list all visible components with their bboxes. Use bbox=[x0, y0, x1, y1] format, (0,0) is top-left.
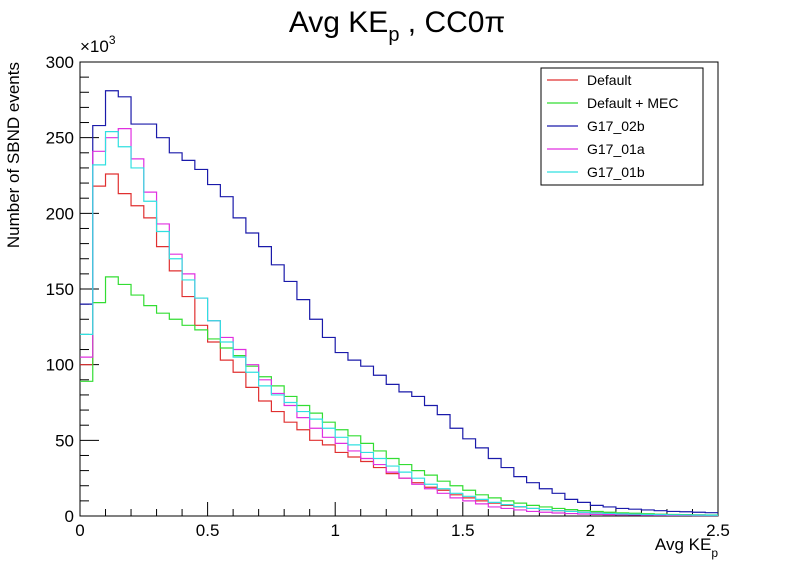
y-tick-label: 100 bbox=[46, 356, 74, 375]
y-axis: 0 50 100 150 200 250 300 bbox=[46, 53, 99, 526]
series-line-g17-01b bbox=[80, 131, 718, 516]
title-suffix: , CC0π bbox=[399, 6, 505, 39]
x-tick-label: 1 bbox=[330, 521, 339, 540]
x-tick-label: 2.5 bbox=[706, 521, 730, 540]
series-line-default-mec bbox=[80, 276, 718, 516]
legend-label-g17-01a: G17_01a bbox=[587, 141, 645, 157]
y-tick-label: 50 bbox=[55, 431, 74, 450]
y-multiplier-base: ×10 bbox=[80, 37, 109, 56]
y-multiplier-exponent: 3 bbox=[109, 33, 116, 47]
y-tick-label: 0 bbox=[65, 507, 74, 526]
x-axis-title-subscript: p bbox=[711, 546, 718, 560]
y-tick-label: 200 bbox=[46, 204, 74, 223]
legend-label-g17-02b: G17_02b bbox=[587, 118, 645, 134]
x-tick-label: 2 bbox=[586, 521, 595, 540]
y-tick-label: 300 bbox=[46, 53, 74, 72]
y-tick-label: 250 bbox=[46, 129, 74, 148]
title-subscript: p bbox=[388, 24, 399, 46]
chart-title: Avg KEp , CC0π bbox=[289, 6, 505, 46]
x-tick-label: 1.5 bbox=[451, 521, 475, 540]
legend-label-default-mec: Default + MEC bbox=[587, 95, 678, 111]
y-tick-label: 150 bbox=[46, 280, 74, 299]
legend-entries: Default Default + MEC G17_02b G17_01a G17_01… bbox=[547, 72, 678, 180]
legend: Default Default + MEC G17_02b G17_01a G17_01… bbox=[540, 67, 704, 186]
x-tick-label: 0 bbox=[75, 521, 84, 540]
y-axis-title: Number of SBND events bbox=[4, 62, 23, 248]
series-line-g17-01a bbox=[80, 127, 718, 517]
legend-label-default: Default bbox=[587, 72, 631, 88]
legend-label-g17-01b: G17_01b bbox=[587, 164, 645, 180]
x-axis-title-main: Avg KE bbox=[655, 535, 711, 554]
title-main: Avg KE bbox=[289, 6, 389, 39]
series-line-g17-02b bbox=[80, 90, 718, 514]
y-multiplier-label: ×103 bbox=[80, 33, 116, 56]
x-axis-title: Avg KEp bbox=[655, 535, 718, 560]
series-group bbox=[80, 90, 718, 517]
x-axis: 0 0.5 1 1.5 2 2.5 bbox=[75, 502, 730, 540]
x-tick-label: 0.5 bbox=[196, 521, 220, 540]
